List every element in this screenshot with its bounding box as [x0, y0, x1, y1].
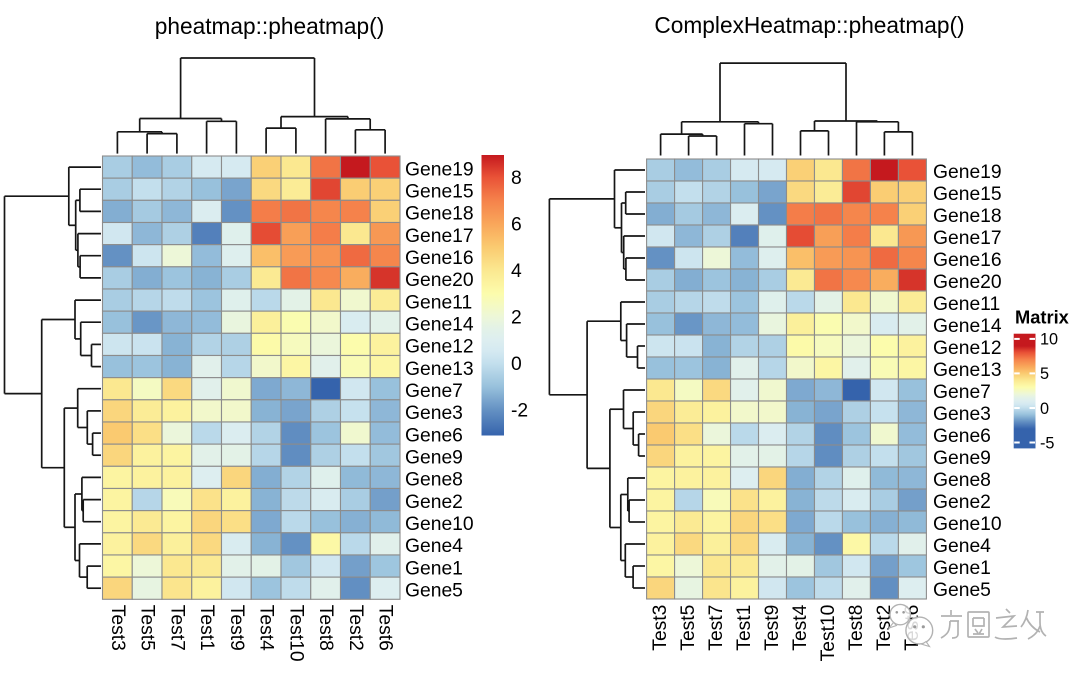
svg-text:Test8: Test8	[846, 605, 867, 651]
svg-text:Test5: Test5	[137, 605, 158, 651]
svg-text:Gene18: Gene18	[405, 204, 474, 225]
svg-text:Gene14: Gene14	[933, 316, 1002, 337]
svg-text:Gene9: Gene9	[933, 448, 991, 469]
svg-text:Gene4: Gene4	[405, 536, 463, 557]
svg-text:Test7: Test7	[166, 605, 187, 651]
svg-text:Test7: Test7	[706, 605, 727, 651]
svg-text:Gene3: Gene3	[405, 403, 463, 424]
svg-text:Test9: Test9	[226, 605, 247, 651]
svg-text:-5: -5	[1040, 434, 1054, 452]
svg-text:Gene16: Gene16	[933, 250, 1002, 271]
svg-text:Gene13: Gene13	[933, 360, 1002, 381]
svg-text:0: 0	[511, 354, 522, 375]
svg-text:Test1: Test1	[196, 605, 217, 651]
svg-text:Gene19: Gene19	[405, 159, 474, 180]
svg-text:5: 5	[1040, 365, 1049, 383]
svg-text:0: 0	[1040, 400, 1049, 418]
svg-text:Test9: Test9	[762, 605, 783, 651]
svg-text:Gene20: Gene20	[933, 272, 1002, 293]
svg-text:Test3: Test3	[650, 605, 671, 651]
svg-text:Gene5: Gene5	[405, 580, 463, 601]
svg-text:Gene1: Gene1	[405, 558, 463, 579]
svg-text:Test8: Test8	[315, 605, 336, 651]
svg-text:Gene16: Gene16	[405, 248, 474, 269]
svg-text:Test4: Test4	[256, 605, 277, 651]
svg-text:Gene12: Gene12	[933, 338, 1002, 359]
svg-text:Test3: Test3	[107, 605, 128, 651]
svg-text:10: 10	[1040, 331, 1058, 349]
svg-text:6: 6	[511, 214, 522, 235]
svg-text:Gene3: Gene3	[933, 404, 991, 425]
svg-text:Gene9: Gene9	[405, 447, 463, 468]
svg-text:-2: -2	[511, 401, 528, 422]
svg-text:Gene19: Gene19	[933, 162, 1002, 183]
svg-text:Gene12: Gene12	[405, 337, 474, 358]
svg-text:2: 2	[511, 308, 522, 329]
svg-text:Gene5: Gene5	[933, 580, 991, 601]
svg-text:Test4: Test4	[790, 604, 811, 650]
svg-text:Gene18: Gene18	[933, 206, 1002, 227]
svg-text:8: 8	[511, 168, 522, 189]
svg-text:Gene11: Gene11	[405, 292, 472, 313]
svg-text:Gene15: Gene15	[405, 181, 474, 202]
svg-text:Test10: Test10	[285, 605, 306, 662]
svg-text:Test1: Test1	[734, 605, 755, 651]
svg-text:Gene20: Gene20	[405, 270, 474, 291]
svg-text:Matrix: Matrix	[1015, 307, 1070, 328]
svg-text:Gene17: Gene17	[405, 226, 474, 247]
svg-text:Gene2: Gene2	[405, 492, 463, 513]
svg-text:Test2: Test2	[345, 605, 366, 651]
svg-text:Gene10: Gene10	[405, 514, 474, 535]
svg-text:Gene8: Gene8	[405, 470, 463, 491]
svg-text:Gene6: Gene6	[405, 425, 463, 446]
svg-text:Test6: Test6	[375, 605, 396, 651]
svg-text:Gene11: Gene11	[933, 294, 1000, 315]
svg-text:Gene8: Gene8	[933, 470, 991, 491]
svg-text:Gene2: Gene2	[933, 492, 991, 513]
svg-text:Gene4: Gene4	[933, 536, 991, 557]
svg-text:pheatmap::pheatmap(): pheatmap::pheatmap()	[155, 13, 385, 39]
svg-text:Gene1: Gene1	[933, 558, 991, 579]
svg-text:Gene7: Gene7	[933, 382, 991, 403]
svg-text:4: 4	[511, 261, 522, 282]
svg-text:Gene6: Gene6	[933, 426, 991, 447]
svg-text:Gene14: Gene14	[405, 314, 474, 335]
svg-text:Gene10: Gene10	[933, 514, 1002, 535]
svg-text:Test10: Test10	[818, 605, 839, 662]
svg-text:Gene13: Gene13	[405, 359, 474, 380]
svg-text:Gene7: Gene7	[405, 381, 463, 402]
svg-text:ComplexHeatmap::pheatmap(): ComplexHeatmap::pheatmap()	[654, 12, 964, 38]
svg-text:Test5: Test5	[678, 605, 699, 651]
svg-text:Gene17: Gene17	[933, 228, 1002, 249]
svg-text:Gene15: Gene15	[933, 184, 1002, 205]
